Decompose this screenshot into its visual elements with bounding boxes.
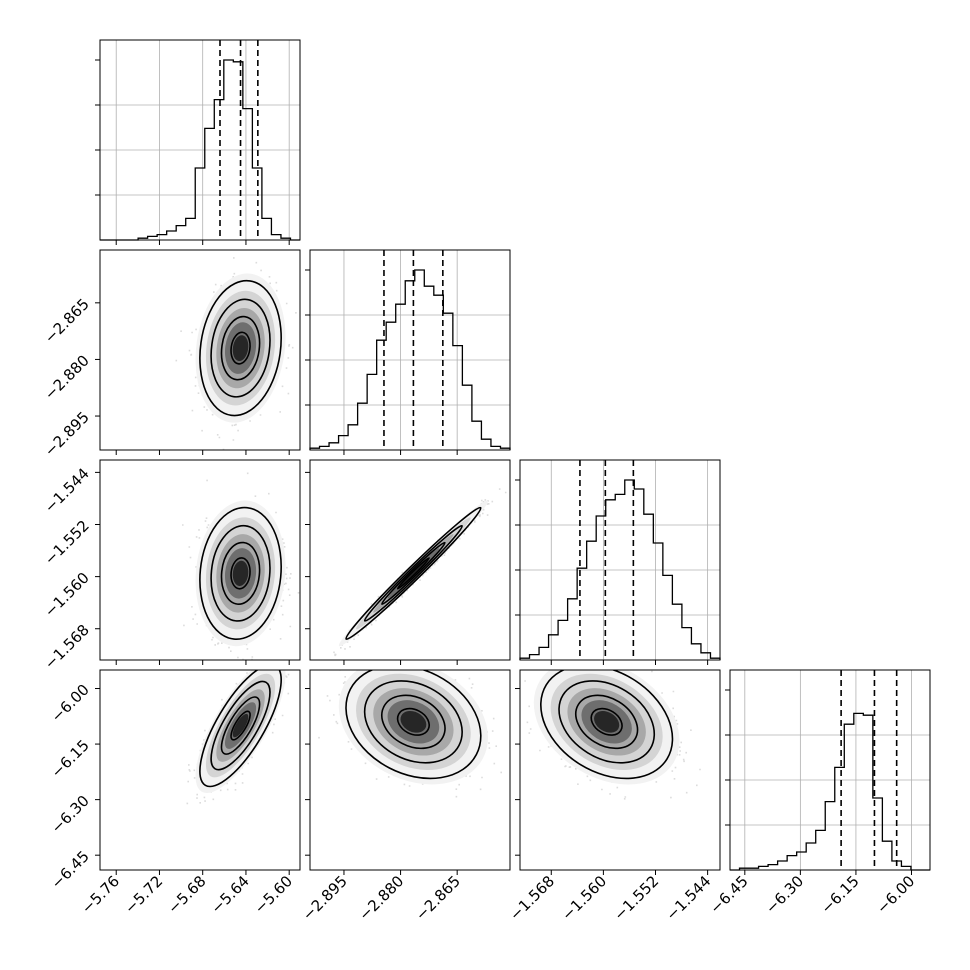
contour-line-1	[220, 696, 261, 755]
y-tick-label-3-1: −6.15	[48, 736, 93, 781]
histogram-step-2	[519, 479, 721, 660]
x-tick-label-0-2: −5.68	[164, 872, 209, 917]
contour-line-3	[540, 670, 674, 780]
x-tick-label-1-1: −2.865	[412, 872, 464, 924]
histogram-step-0	[100, 59, 300, 241]
histogram-step-3	[730, 712, 930, 871]
x-tick-label-3-2: −6.30	[762, 872, 807, 917]
panel-content	[182, 472, 300, 660]
x-tick-label-0-3: −5.64	[208, 872, 253, 917]
x-tick-label-1-2: −2.880	[355, 872, 407, 924]
panel-content	[175, 257, 297, 450]
scatter-panel-3-1	[305, 669, 511, 875]
panel-content	[333, 488, 507, 657]
y-tick-label-3-2: −6.30	[48, 792, 93, 837]
scatter-panel-3-2	[515, 669, 721, 875]
density-level-4	[400, 560, 427, 586]
contour-line-3	[199, 506, 282, 640]
panel-frame	[99, 669, 301, 871]
contour-line-2	[558, 680, 656, 764]
x-tick-label-3-0: −6.00	[873, 872, 918, 917]
x-tick-label-3-1: −6.15	[818, 872, 863, 917]
y-tick-label-2-1: −1.552	[41, 517, 93, 569]
contour-line-3	[199, 279, 282, 417]
panel-frame	[99, 459, 301, 661]
contour-line-1	[575, 694, 639, 750]
histogram-panel-0	[95, 39, 301, 245]
panel-frame	[729, 669, 931, 871]
y-tick-label-2-2: −1.560	[41, 569, 93, 621]
panel-frame	[519, 669, 721, 871]
density-level-4	[232, 713, 249, 738]
scatter-panel-2-1	[305, 459, 511, 665]
panel-frame	[519, 459, 721, 661]
contour-line-3	[345, 506, 482, 640]
x-tick-label-1-3: −2.895	[299, 872, 351, 924]
y-tick-label-2-3: −1.568	[41, 621, 93, 673]
x-tick-label-0-1: −5.72	[121, 872, 166, 917]
contour-line-2	[210, 524, 271, 622]
contour-line-1	[220, 315, 261, 381]
panel-frame	[309, 669, 511, 871]
density-level-4	[232, 560, 249, 586]
panel-content	[186, 670, 290, 805]
density-level-4	[594, 711, 620, 733]
contour-line-1	[220, 541, 261, 605]
x-tick-label-2-0: −1.544	[662, 872, 714, 924]
panel-frame	[99, 249, 301, 451]
contour-line-2	[363, 680, 463, 764]
contour-line-3	[345, 670, 482, 780]
histogram-panel-1	[305, 249, 511, 455]
contour-line-0	[230, 557, 251, 590]
contour-line-2	[210, 680, 271, 771]
contour-line-1	[381, 541, 446, 605]
contour-line-2	[210, 298, 271, 398]
contour-line-1	[381, 694, 446, 750]
scatter-panel-3-0	[95, 669, 301, 875]
panel-frame	[309, 459, 511, 661]
panel-frame	[309, 249, 511, 451]
y-tick-label-2-0: −1.544	[41, 464, 93, 516]
contour-line-0	[230, 331, 251, 365]
contour-line-0	[230, 710, 251, 741]
x-tick-label-0-4: −5.60	[251, 872, 296, 917]
contour-line-0	[396, 707, 430, 736]
contour-line-0	[396, 557, 430, 590]
scatter-panel-1-0	[95, 249, 301, 455]
x-tick-label-3-3: −6.45	[706, 872, 751, 917]
panel-content	[318, 670, 502, 798]
y-tick-label-3-3: −6.45	[48, 847, 93, 892]
density-level-4	[400, 711, 427, 733]
contour-line-0	[590, 707, 623, 736]
histogram-step-1	[309, 269, 511, 450]
density-level-4	[232, 335, 249, 362]
contour-line-2	[363, 524, 463, 622]
y-tick-label-1-2: −2.880	[41, 352, 93, 404]
y-tick-label-1-1: −2.865	[41, 295, 93, 347]
contour-line-3	[199, 670, 282, 788]
x-tick-label-2-2: −1.560	[558, 872, 610, 924]
panel-content	[524, 670, 701, 800]
panel-frame	[99, 39, 301, 241]
y-tick-label-1-3: −2.895	[41, 408, 93, 460]
x-tick-label-0-0: −5.76	[78, 872, 123, 917]
histogram-panel-2	[515, 459, 721, 665]
histogram-panel-3	[725, 669, 931, 875]
x-tick-label-2-1: −1.552	[610, 872, 662, 924]
x-tick-label-2-3: −1.568	[506, 872, 558, 924]
scatter-panel-2-0	[95, 459, 301, 665]
y-tick-label-3-0: −6.00	[48, 681, 93, 726]
